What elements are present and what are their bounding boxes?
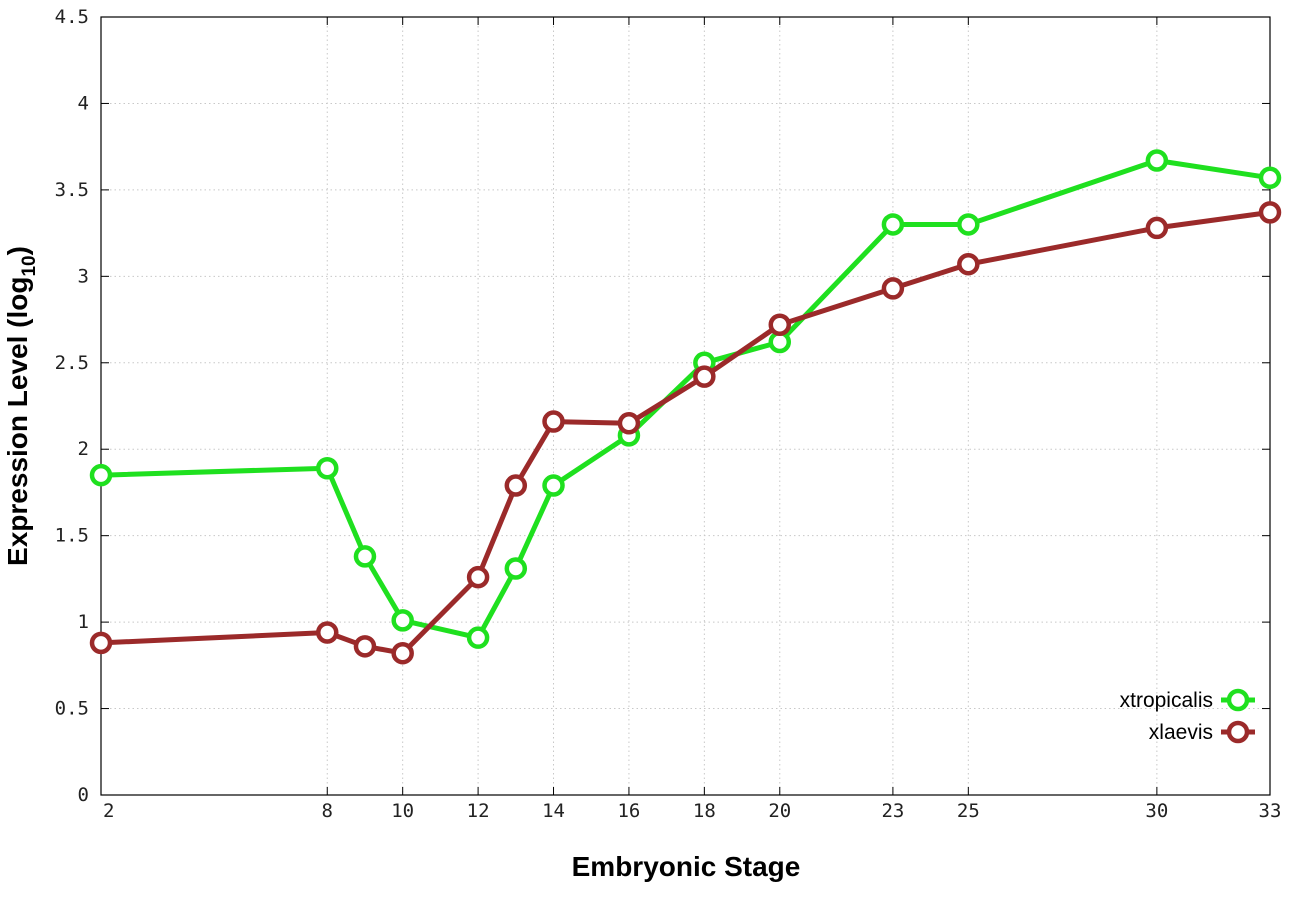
y-tick-label: 0: [78, 784, 89, 806]
x-tick-label: 8: [322, 800, 333, 822]
data-point-xlaevis: [316, 621, 339, 644]
y-tick-label: 0.5: [55, 698, 89, 720]
data-point-xtropicalis: [504, 557, 528, 580]
x-tick-label: 14: [542, 800, 565, 822]
data-point-xlaevis: [693, 365, 716, 388]
x-tick-label: 23: [881, 800, 904, 822]
x-tick-label: 20: [768, 800, 791, 822]
legend-label-xlaevis: xlaevis: [1149, 721, 1213, 744]
data-point-xtropicalis: [957, 213, 980, 236]
legend: xtropicalis xlaevis: [1120, 688, 1255, 744]
data-point-xlaevis: [353, 635, 377, 658]
y-axis-title-subscript: 10: [19, 255, 40, 276]
y-tick-label: 1: [78, 611, 89, 633]
data-point-xtropicalis: [1258, 166, 1282, 190]
x-tick-label: 33: [1259, 800, 1282, 822]
series-line-xtropicalis: [100, 158, 1271, 641]
y-axis-title-close: ): [2, 246, 33, 255]
x-tick-label: 10: [391, 800, 414, 822]
legend-marker-xlaevis: [1226, 720, 1250, 744]
y-tick-label: 3: [78, 265, 89, 287]
x-tick-label: 12: [467, 800, 490, 822]
data-point-xlaevis: [617, 412, 641, 435]
data-point-xlaevis: [1258, 201, 1282, 224]
data-point-xtropicalis: [316, 456, 339, 480]
legend-label-xtropicalis: xtropicalis: [1120, 689, 1213, 712]
x-tick-label: 16: [617, 800, 640, 822]
data-point-xlaevis: [542, 410, 565, 433]
data-point-xlaevis: [768, 313, 792, 336]
data-point-xlaevis: [466, 565, 490, 589]
plot-frame: [100, 16, 1271, 796]
y-tick-label: 4: [78, 92, 89, 114]
series: [89, 149, 1282, 665]
y-tick-label: 1.5: [55, 525, 89, 547]
data-point-xtropicalis: [1145, 149, 1169, 172]
y-tick-label: 2: [78, 438, 89, 460]
data-point-xlaevis: [89, 631, 113, 655]
x-axis-title: Embryonic Stage: [572, 851, 801, 882]
data-point-xtropicalis: [391, 609, 414, 632]
data-point-xtropicalis: [353, 545, 377, 568]
data-point-xlaevis: [391, 641, 414, 665]
y-tick-label: 4.5: [55, 6, 89, 28]
series-line-xlaevis: [100, 209, 1271, 656]
data-point-xlaevis: [504, 474, 528, 497]
y-tick-label: 2.5: [55, 352, 89, 374]
y-axis-title: Expression Level (log10): [2, 246, 40, 566]
grid: [101, 17, 1270, 795]
data-point-xlaevis: [881, 277, 905, 300]
x-tick-label: 2: [103, 800, 114, 822]
data-point-xtropicalis: [466, 626, 490, 649]
data-point-xlaevis: [1145, 216, 1169, 240]
ticks: 0 0.5 1 1.5 2 2.5 3 3.5 4 4.5 2 8 10 12 14 16 18 20 23 25 30…: [55, 6, 1282, 822]
y-tick-label: 3.5: [55, 179, 89, 201]
data-point-xlaevis: [957, 252, 980, 276]
x-tick-label: 18: [693, 800, 716, 822]
x-tick-label: 25: [957, 800, 980, 822]
data-point-xtropicalis: [89, 463, 113, 487]
data-point-xtropicalis: [542, 474, 565, 497]
x-tick-label: 30: [1145, 800, 1168, 822]
data-point-xtropicalis: [881, 213, 905, 236]
y-axis-title-main: Expression Level (log: [2, 277, 33, 566]
legend-marker-xtropicalis: [1226, 688, 1250, 712]
